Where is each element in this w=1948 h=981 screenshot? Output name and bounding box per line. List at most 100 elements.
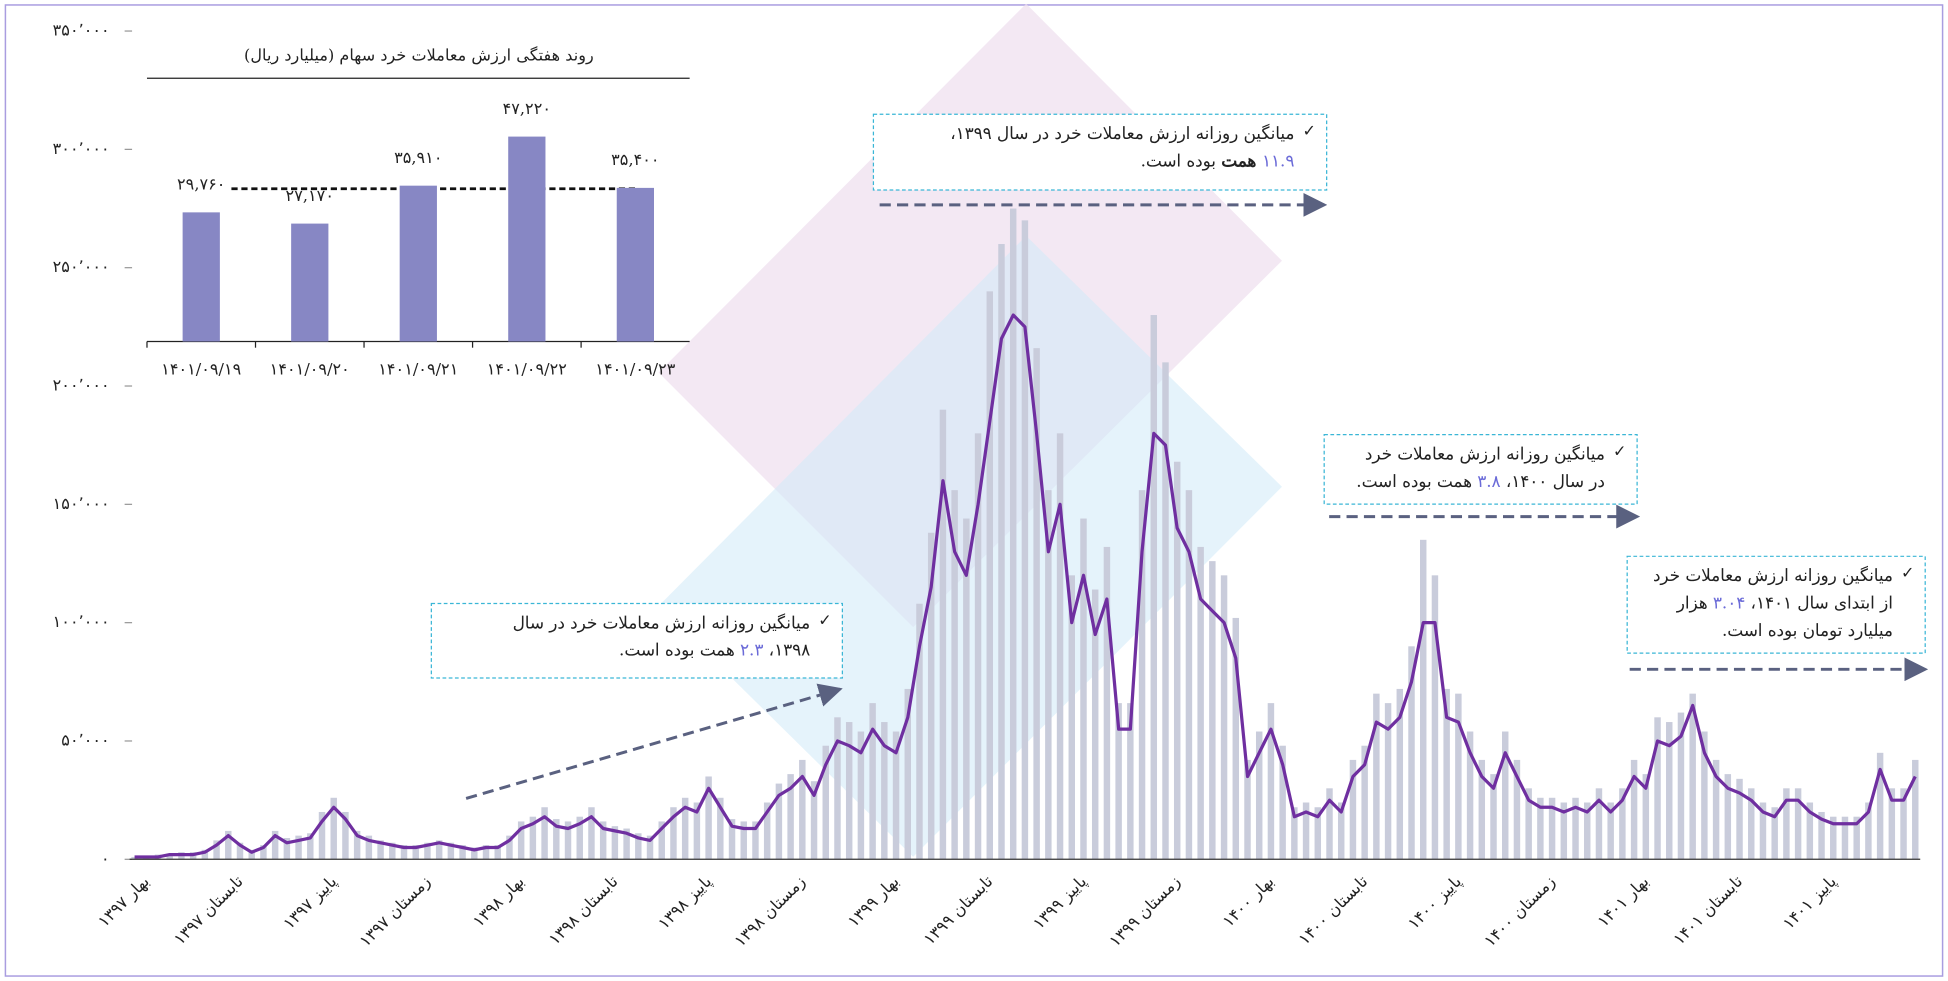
annotation-segment: میلیارد تومان بوده است.: [1722, 619, 1893, 640]
x-tick-label: پاییز ۱۳۹۹: [1029, 872, 1090, 933]
inset-x-label: ۱۴۰۱/۰۹/۲۰: [270, 360, 350, 379]
annotation-segment: همت بوده است.: [619, 639, 740, 660]
bar: [1513, 759, 1521, 860]
bar: [869, 703, 876, 860]
x-tick-label: تابستان ۱۳۹۸: [545, 872, 622, 949]
bar: [506, 835, 513, 860]
bar: [424, 842, 431, 860]
bar: [1021, 220, 1029, 860]
bar: [1279, 745, 1286, 860]
annotation-segment: همت: [1221, 150, 1262, 170]
bar: [260, 845, 267, 860]
bar: [1337, 802, 1345, 860]
bar: [1490, 774, 1497, 860]
bar: [271, 830, 279, 860]
inset-x-label: ۱۴۰۱/۰۹/۲۳: [595, 360, 675, 379]
bar: [1173, 461, 1181, 860]
bar: [1724, 774, 1732, 860]
bar: [248, 849, 255, 860]
inset-bar: [399, 185, 437, 342]
bar: [892, 731, 900, 860]
x-tick-label: پاییز ۱۳۹۷: [279, 872, 340, 933]
bar: [236, 842, 244, 860]
annotation-segment: میانگین روزانه ارزش معاملات خرد در سال ۱…: [950, 123, 1294, 144]
x-tick-label: پاییز ۱۴۰۰: [1404, 872, 1465, 933]
bar: [881, 722, 888, 860]
bar: [658, 821, 665, 860]
check-icon: ✓: [818, 610, 832, 629]
bar: [799, 759, 806, 860]
x-tick-label: زمستان ۱۳۹۸: [730, 872, 809, 951]
bar: [1162, 362, 1169, 860]
bar: [1630, 759, 1638, 860]
bar: [517, 821, 525, 860]
inset-bar: [616, 187, 654, 342]
inset-x-label: ۱۴۰۱/۰۹/۲۱: [378, 360, 458, 379]
bar: [1455, 693, 1462, 860]
bar: [1912, 759, 1919, 860]
annotation-segment: همت بوده است.: [1356, 470, 1477, 491]
bar: [1232, 617, 1240, 860]
bar: [1900, 788, 1907, 860]
bar: [389, 842, 396, 860]
bar: [1818, 811, 1825, 860]
bar: [459, 845, 466, 860]
check-icon: ✓: [1901, 563, 1915, 582]
bar: [1115, 703, 1122, 860]
bar: [904, 688, 911, 860]
bar: [705, 776, 712, 860]
bar: [1830, 816, 1837, 860]
annotation-segment: ۳.۸: [1477, 470, 1500, 490]
inset-x-label: ۱۴۰۱/۰۹/۱۹: [161, 360, 241, 379]
bar: [1689, 693, 1696, 860]
bar: [1443, 688, 1450, 860]
bar: [365, 835, 373, 860]
bar: [635, 833, 642, 860]
annotation-segment: ۳.۰۴: [1713, 592, 1745, 612]
bar: [1302, 802, 1310, 860]
bar: [1466, 731, 1474, 860]
bar: [763, 802, 771, 860]
bar: [974, 433, 982, 860]
bar: [1888, 788, 1896, 860]
annotation-segment: در سال ۱۴۰۰،: [1501, 470, 1605, 491]
bar: [1080, 518, 1087, 860]
bar: [1736, 778, 1743, 860]
bar: [529, 816, 537, 860]
bar: [1572, 797, 1579, 860]
inset-bar: [291, 223, 329, 342]
bar: [588, 807, 595, 860]
annotation-box: [872, 113, 1328, 191]
bar: [1654, 717, 1661, 860]
inset-value-label: ۳۵,۹۱۰: [394, 148, 442, 167]
y-tick-label: ۲۵۰٬۰۰۰: [53, 257, 110, 276]
x-tick-label: تابستان ۱۳۹۷: [170, 872, 247, 949]
y-tick-label: ۳۰۰٬۰۰۰: [53, 139, 110, 158]
annotation-segment: از ابتدای سال ۱۴۰۱،: [1745, 592, 1893, 613]
annotation-segment: ۲.۳: [740, 639, 763, 659]
bar: [717, 797, 724, 860]
bar: [1619, 788, 1626, 860]
bar: [1056, 433, 1064, 860]
bar: [1150, 315, 1158, 860]
x-tick-label: بهار ۱۳۹۹: [844, 872, 903, 931]
annotation-segment: ۱۳۹۸،: [763, 639, 810, 659]
annotation-segment: میانگین روزانه ارزش معاملات خرد: [1653, 565, 1893, 586]
inset-x-label: ۱۴۰۱/۰۹/۲۲: [487, 360, 567, 379]
bar: [599, 821, 607, 860]
annotation-segment: میانگین روزانه ارزش معاملات خرد: [1365, 443, 1605, 464]
bar: [295, 835, 302, 860]
y-tick-label: ۱۵۰٬۰۰۰: [53, 494, 110, 513]
bar: [1033, 348, 1040, 860]
bar: [1537, 797, 1544, 860]
x-tick-label: بهار ۱۳۹۷: [94, 872, 153, 931]
bar: [1748, 788, 1755, 860]
bar: [1642, 774, 1650, 860]
bar: [986, 291, 993, 860]
bar: [646, 835, 654, 860]
bar: [471, 847, 478, 860]
y-tick-label: ۰: [101, 849, 110, 868]
bar: [834, 717, 841, 860]
bar: [963, 518, 970, 860]
